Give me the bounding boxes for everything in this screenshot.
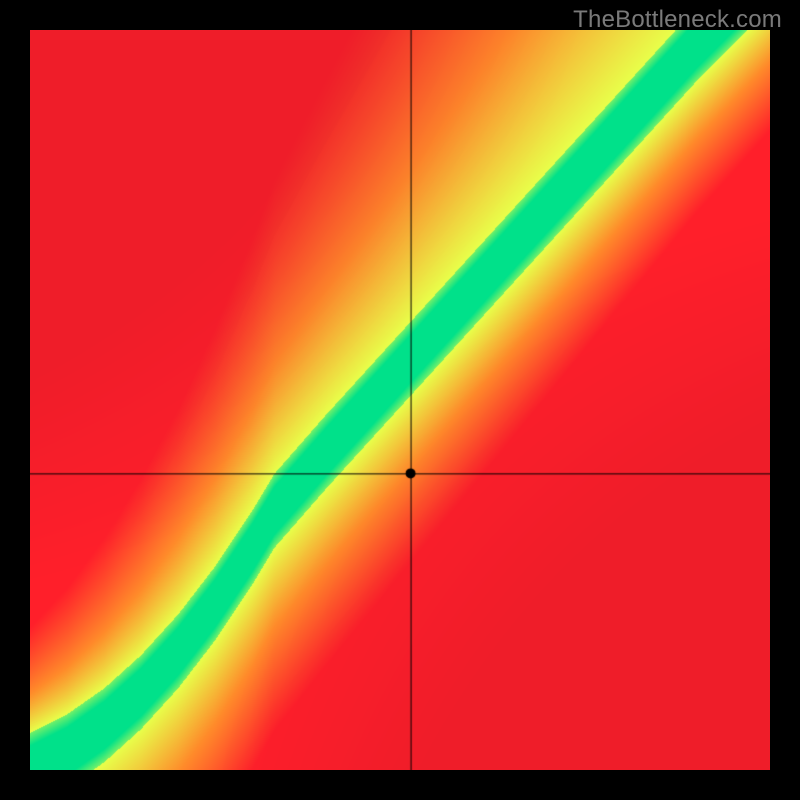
chart-frame: TheBottleneck.com — [0, 0, 800, 800]
bottleneck-heatmap — [30, 30, 770, 770]
